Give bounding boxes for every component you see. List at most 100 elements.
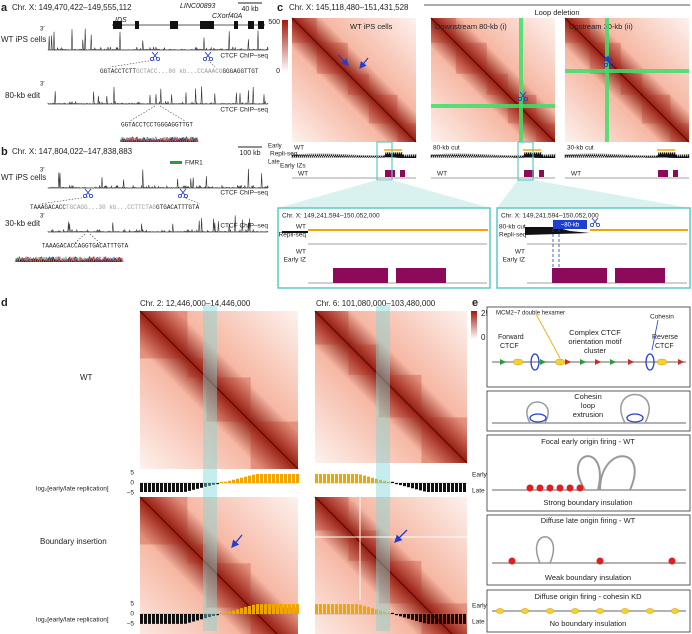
mcm	[495, 608, 505, 614]
shape	[517, 141, 534, 181]
shape	[196, 614, 199, 621]
line	[564, 17, 690, 143]
shape	[343, 474, 346, 483]
origin	[596, 557, 604, 565]
label: Late	[472, 619, 485, 626]
mcm	[554, 358, 566, 366]
label: Repli-seq	[270, 151, 298, 158]
shape	[427, 614, 430, 624]
label: Loop deletion	[534, 8, 579, 17]
shape	[144, 483, 147, 492]
shape	[196, 483, 199, 489]
sequence: TAAAGACACCTGCAGG...30 kb...CCTTCTAGGTGAC…	[30, 204, 200, 211]
shape	[615, 268, 665, 283]
repli-track	[564, 151, 690, 159]
shape	[327, 604, 330, 614]
shape	[164, 483, 167, 492]
shape	[455, 614, 458, 624]
line	[430, 17, 556, 143]
scale-bar: 40 kb	[241, 6, 258, 13]
label: WT iPS cells	[350, 22, 393, 31]
label: CTCF ChIP–seq	[220, 53, 268, 60]
label: MCM2–7 double hexamer	[496, 311, 565, 317]
model-box	[486, 514, 691, 586]
label: loop	[581, 401, 595, 410]
shape	[463, 614, 466, 624]
panel-label: d	[1, 297, 8, 309]
line	[179, 188, 186, 196]
sequence: GGTACCTCTTGCTACC...80 kb...CCAAACGGGGAGG…	[100, 68, 259, 75]
label: Early IZ	[503, 257, 525, 264]
label: 30-kb cut	[567, 145, 594, 152]
shape	[439, 614, 442, 624]
label: CXorf40A	[212, 13, 243, 20]
shape	[258, 21, 264, 29]
label: 3′	[40, 214, 45, 220]
scissors	[610, 63, 615, 68]
shape	[228, 611, 231, 614]
shape	[234, 21, 238, 29]
label: IDS	[115, 17, 127, 24]
label: WT	[296, 249, 306, 256]
shape	[399, 614, 402, 617]
line	[602, 54, 611, 63]
shape	[363, 605, 366, 614]
shape	[411, 614, 414, 620]
label: 5	[130, 470, 134, 477]
ctcf	[565, 359, 571, 365]
shape	[170, 161, 182, 164]
shape	[379, 479, 382, 483]
label: 25	[481, 309, 490, 318]
line	[651, 319, 659, 351]
shape	[276, 474, 279, 483]
mcm	[620, 608, 630, 614]
shape	[248, 605, 251, 614]
cohesin	[645, 353, 655, 371]
shape	[192, 483, 195, 490]
line	[204, 51, 211, 59]
shape	[208, 483, 211, 486]
scissors	[590, 222, 595, 227]
ctcf	[610, 359, 616, 365]
line	[314, 310, 468, 464]
shape	[188, 483, 191, 491]
shape	[176, 614, 179, 624]
shape	[415, 483, 418, 490]
shape	[220, 481, 223, 483]
shape	[524, 170, 534, 177]
shape	[228, 480, 231, 483]
scissors	[518, 97, 523, 102]
shape	[180, 483, 183, 492]
line	[74, 233, 86, 244]
shape	[152, 614, 155, 624]
shape	[240, 477, 243, 483]
shape	[443, 483, 446, 492]
label: WT	[571, 171, 581, 178]
label: Cohesin	[574, 392, 602, 401]
shape	[395, 483, 398, 485]
region: Chr. X: 145,118,480–151,431,528	[289, 3, 409, 12]
region: Chr. 2: 12,446,000–14,446,000	[140, 299, 251, 308]
line	[151, 51, 158, 59]
label: CTCF	[500, 343, 519, 350]
line	[85, 188, 92, 196]
shape	[248, 21, 254, 29]
shape	[367, 607, 370, 614]
label: 3′	[40, 82, 45, 88]
shape	[252, 474, 255, 483]
shape	[176, 483, 179, 492]
label: CTCF	[655, 343, 674, 350]
chip-track	[47, 28, 269, 52]
repli-track	[430, 151, 556, 159]
label: WT	[80, 373, 93, 382]
shape	[319, 474, 322, 483]
shape	[395, 614, 398, 616]
label: log₂[early/late replication]	[36, 486, 109, 493]
shape	[443, 614, 446, 624]
shape	[407, 483, 410, 488]
shape	[435, 483, 438, 492]
shape	[387, 481, 390, 483]
panel-label: e	[472, 297, 478, 309]
shape	[335, 474, 338, 483]
